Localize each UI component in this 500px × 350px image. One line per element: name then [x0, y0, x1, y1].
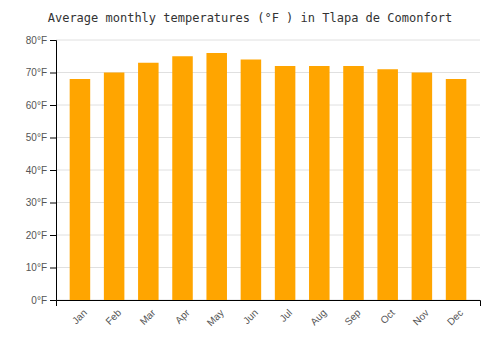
bar: [206, 53, 227, 300]
tick-label: Mar: [138, 307, 158, 327]
plot: 0°F 10°F 20°F 30°F 40°F 50°F 60°F 70°F 80°F Jan Fe…: [26, 35, 481, 329]
tick-label: 80°F: [26, 35, 47, 46]
bar: [377, 69, 398, 300]
tick-mark: [50, 300, 56, 301]
x-axis: Jan Feb Mar Apr May Jun Jul Aug Sep Oct Nov Dec: [57, 301, 481, 329]
chart: 0°F 10°F 20°F 30°F 40°F 50°F 60°F 70°F 80°F Jan Fe…: [0, 0, 500, 350]
tick: 40°F: [26, 165, 56, 176]
tick-mark: [50, 40, 56, 41]
tick-label: Dec: [445, 307, 465, 327]
bar: [446, 79, 467, 300]
tick-label: 50°F: [26, 132, 47, 143]
tick-label: May: [205, 307, 226, 328]
tick-label: Feb: [103, 307, 123, 327]
tick-mark: [50, 138, 56, 139]
grid: [56, 40, 480, 300]
tick-mark: [50, 105, 56, 106]
tick: 20°F: [26, 230, 56, 241]
bar: [70, 79, 91, 300]
axis-line: [57, 301, 481, 307]
tick-label: Oct: [378, 307, 397, 326]
bar: [172, 56, 193, 300]
tick-mark: [50, 170, 56, 171]
tick-label: Nov: [411, 307, 431, 327]
tick: Apr: [173, 307, 192, 326]
grid-line: [56, 40, 480, 41]
tick: 10°F: [26, 262, 56, 273]
tick-label: Jul: [277, 307, 294, 324]
bar: [138, 63, 159, 300]
y-axis: 0°F 10°F 20°F 30°F 40°F 50°F 60°F 70°F 80°F: [26, 35, 57, 306]
tick: 0°F: [31, 295, 56, 306]
tick-label: 70°F: [26, 67, 47, 78]
tick-mark: [50, 235, 56, 236]
tick-mark: [50, 73, 56, 74]
tick: Sep: [342, 307, 363, 328]
tick-label: 40°F: [26, 165, 47, 176]
tick: Jun: [241, 307, 260, 326]
bars: [70, 53, 467, 300]
tick: 60°F: [26, 100, 56, 111]
tick-label: 60°F: [26, 100, 47, 111]
axis-line: [50, 41, 57, 301]
tick: Aug: [308, 307, 328, 327]
tick-label: Aug: [308, 307, 328, 327]
tick-label: Jun: [241, 307, 260, 326]
tick-mark: [50, 268, 56, 269]
tick: Mar: [138, 307, 158, 327]
bar: [309, 66, 330, 300]
tick: Dec: [445, 307, 465, 327]
tick-label: 10°F: [26, 262, 47, 273]
tick: 80°F: [26, 35, 56, 46]
tick: Jan: [70, 307, 89, 326]
tick-mark: [50, 203, 56, 204]
tick-label: 0°F: [31, 295, 47, 306]
tick-label: 30°F: [26, 197, 47, 208]
title: Average monthly temperatures (°F ) in Tl…: [48, 11, 453, 25]
tick: Oct: [378, 307, 397, 326]
tick: 70°F: [26, 67, 56, 78]
tick: Jul: [277, 307, 294, 324]
tick: May: [205, 307, 226, 328]
tick: Feb: [103, 307, 123, 327]
tick-label: Sep: [342, 307, 363, 328]
tick: 50°F: [26, 132, 56, 143]
tick: Nov: [411, 307, 431, 327]
tick-label: Jan: [70, 307, 89, 326]
tick-label: 20°F: [26, 230, 47, 241]
tick-label: Apr: [173, 307, 192, 326]
bar: [343, 66, 364, 300]
bar: [275, 66, 296, 300]
bar: [104, 73, 125, 301]
bar: [241, 60, 262, 301]
tick: 30°F: [26, 197, 56, 208]
bar: [412, 73, 433, 301]
